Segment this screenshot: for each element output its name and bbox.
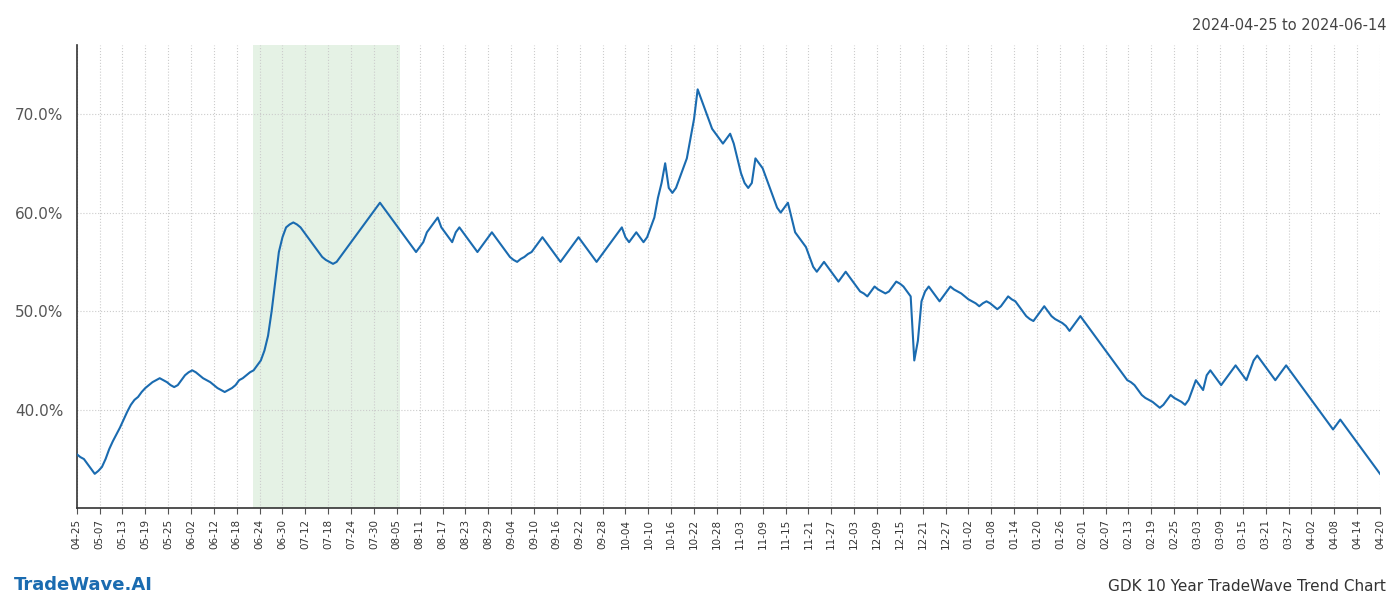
Text: TradeWave.AI: TradeWave.AI — [14, 576, 153, 594]
Text: 2024-04-25 to 2024-06-14: 2024-04-25 to 2024-06-14 — [1191, 18, 1386, 33]
Bar — [252, 45, 400, 508]
Text: GDK 10 Year TradeWave Trend Chart: GDK 10 Year TradeWave Trend Chart — [1109, 579, 1386, 594]
